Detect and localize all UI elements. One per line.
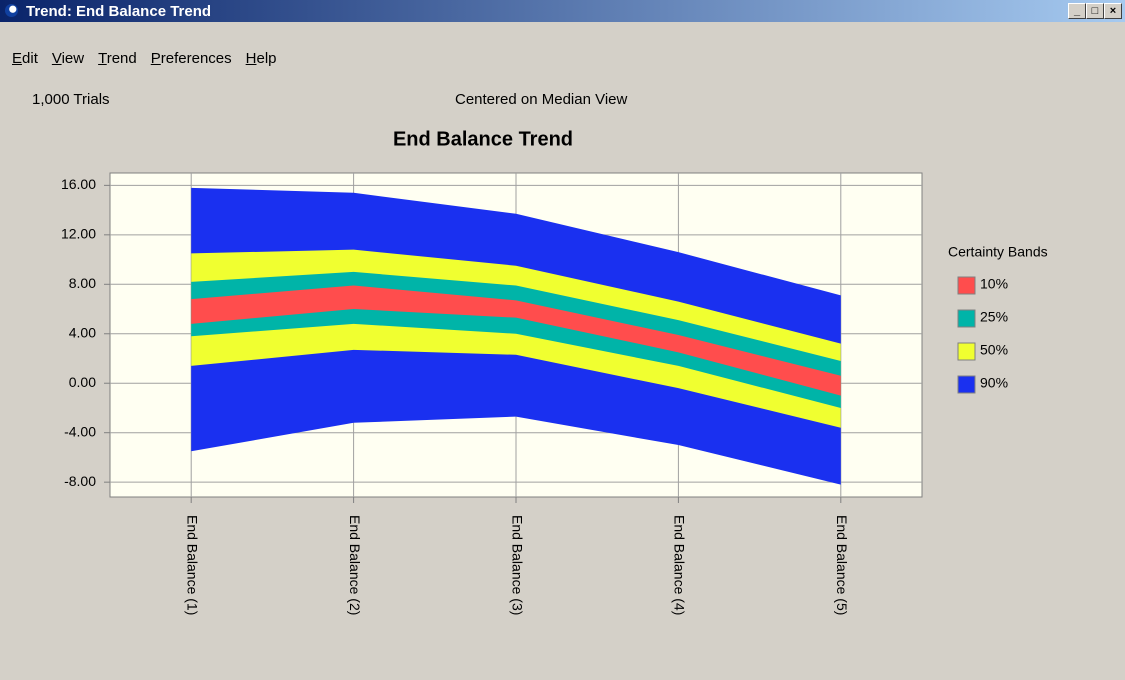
menu-item[interactable]: View: [51, 50, 85, 67]
certainty-band: [191, 285, 841, 396]
x-tick-label: End Balance (4): [672, 515, 688, 615]
legend-label: 10%: [980, 276, 1008, 292]
app-icon: [5, 4, 18, 17]
minimize-button[interactable]: _: [1068, 3, 1086, 19]
trials-label: 1,000 Trials: [32, 91, 110, 108]
y-tick-label: -8.00: [64, 473, 96, 489]
y-tick-label: 8.00: [69, 275, 96, 291]
menu-bar: Edit View Trend Preferences Help: [12, 50, 291, 67]
view-label: Centered on Median View: [455, 91, 628, 108]
close-button[interactable]: ×: [1104, 3, 1122, 19]
legend-label: 50%: [980, 342, 1008, 358]
y-tick-label: 4.00: [69, 324, 96, 340]
x-tick-label: End Balance (1): [184, 515, 200, 615]
legend-swatch: [957, 375, 976, 394]
y-tick-label: 0.00: [69, 374, 96, 390]
x-tick-label: End Balance (5): [834, 515, 850, 615]
legend-swatch: [957, 276, 976, 295]
y-tick-label: 16.00: [61, 176, 96, 192]
menu-item[interactable]: Trend: [98, 50, 137, 67]
x-tick-label: End Balance (2): [347, 515, 363, 615]
menu-item[interactable]: Help: [245, 50, 277, 67]
chart-title: End Balance Trend: [393, 128, 573, 150]
window-title: Trend: End Balance Trend: [26, 3, 212, 20]
menu-item[interactable]: Preferences: [150, 50, 232, 67]
title-bar: Trend: End Balance Trend _ □ ×: [0, 0, 1125, 22]
y-tick-label: -4.00: [64, 423, 96, 439]
menu-item[interactable]: Edit: [12, 50, 38, 67]
legend-label: 90%: [980, 375, 1008, 391]
y-tick-label: 12.00: [61, 226, 96, 242]
maximize-button[interactable]: □: [1086, 3, 1104, 19]
legend-swatch: [957, 309, 976, 328]
legend-label: 25%: [980, 309, 1008, 325]
x-tick-label: End Balance (3): [509, 515, 525, 615]
legend-swatch: [957, 342, 976, 361]
legend-title: Certainty Bands: [948, 244, 1048, 260]
